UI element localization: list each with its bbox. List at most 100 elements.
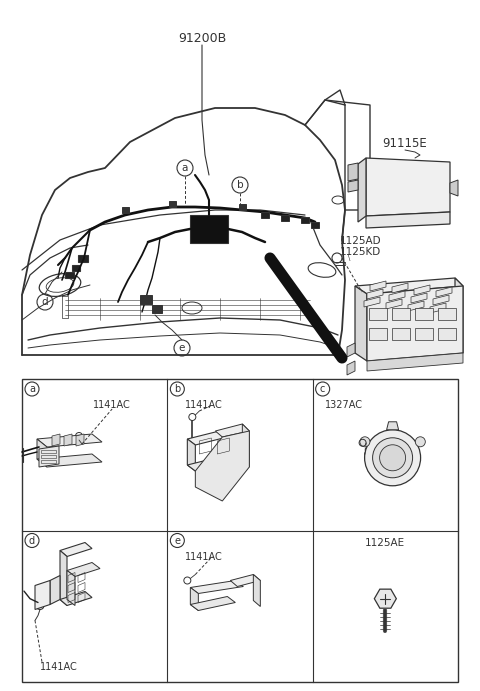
- Polygon shape: [386, 299, 402, 309]
- Bar: [301, 217, 309, 223]
- Text: a: a: [182, 163, 188, 173]
- Text: d: d: [29, 536, 35, 545]
- Polygon shape: [430, 303, 446, 313]
- Polygon shape: [355, 278, 463, 294]
- Polygon shape: [39, 446, 59, 467]
- Text: d: d: [42, 297, 48, 307]
- Bar: [140, 295, 152, 304]
- Bar: [438, 328, 456, 340]
- Polygon shape: [414, 285, 430, 295]
- Polygon shape: [367, 286, 463, 361]
- Polygon shape: [367, 289, 383, 299]
- Polygon shape: [355, 286, 367, 361]
- Polygon shape: [50, 576, 60, 605]
- Text: 91200B: 91200B: [178, 32, 226, 44]
- Bar: [415, 308, 433, 320]
- Polygon shape: [386, 422, 398, 430]
- Polygon shape: [60, 551, 67, 605]
- Bar: [438, 308, 456, 320]
- Bar: [190, 215, 228, 243]
- Polygon shape: [347, 343, 355, 357]
- Polygon shape: [347, 361, 355, 375]
- Text: c: c: [320, 384, 325, 394]
- Bar: [41, 455, 56, 458]
- Polygon shape: [364, 297, 380, 307]
- Text: e: e: [179, 343, 185, 353]
- Bar: [311, 222, 319, 228]
- Text: a: a: [29, 384, 35, 394]
- Polygon shape: [187, 439, 195, 471]
- Polygon shape: [60, 591, 92, 605]
- Bar: [41, 450, 56, 453]
- Polygon shape: [366, 212, 450, 228]
- Polygon shape: [370, 281, 386, 291]
- Bar: [122, 207, 129, 213]
- Polygon shape: [191, 580, 243, 594]
- Bar: [369, 328, 387, 340]
- Polygon shape: [230, 574, 260, 587]
- Bar: [415, 328, 433, 340]
- Polygon shape: [392, 283, 408, 293]
- Polygon shape: [187, 457, 228, 471]
- Polygon shape: [191, 587, 198, 611]
- Polygon shape: [191, 596, 235, 611]
- Polygon shape: [67, 562, 100, 576]
- Polygon shape: [348, 180, 358, 192]
- Circle shape: [380, 445, 406, 471]
- Polygon shape: [64, 434, 72, 446]
- Polygon shape: [195, 431, 249, 501]
- Polygon shape: [436, 287, 452, 297]
- Polygon shape: [367, 353, 463, 371]
- Bar: [392, 308, 410, 320]
- Text: 1141AC: 1141AC: [185, 400, 223, 410]
- Bar: [65, 272, 74, 278]
- Text: 1125KD: 1125KD: [340, 247, 381, 257]
- Polygon shape: [389, 291, 405, 301]
- Circle shape: [415, 437, 425, 447]
- Polygon shape: [455, 278, 463, 353]
- Polygon shape: [253, 574, 260, 607]
- Bar: [261, 212, 269, 218]
- Polygon shape: [358, 158, 366, 222]
- Text: 1141AC: 1141AC: [93, 400, 131, 410]
- Text: 1141AC: 1141AC: [40, 662, 78, 672]
- Circle shape: [372, 438, 413, 477]
- Bar: [169, 201, 176, 207]
- Text: 1125AD: 1125AD: [340, 236, 382, 246]
- Polygon shape: [37, 434, 102, 447]
- Text: \: \: [348, 255, 350, 261]
- Bar: [281, 215, 289, 221]
- Polygon shape: [348, 163, 358, 181]
- Polygon shape: [408, 301, 424, 311]
- Bar: [239, 204, 246, 210]
- Bar: [22, 379, 458, 682]
- Text: 91115E: 91115E: [383, 137, 427, 149]
- Polygon shape: [37, 454, 102, 467]
- Polygon shape: [450, 180, 458, 196]
- Polygon shape: [60, 542, 92, 556]
- Polygon shape: [411, 293, 427, 303]
- Bar: [369, 308, 387, 320]
- Bar: [72, 265, 80, 271]
- Text: b: b: [174, 384, 180, 394]
- Text: e: e: [174, 536, 180, 545]
- Text: 1327AC: 1327AC: [324, 400, 363, 410]
- Polygon shape: [67, 571, 75, 605]
- Circle shape: [365, 430, 420, 486]
- Text: 1141AC: 1141AC: [185, 551, 223, 562]
- Bar: [41, 460, 56, 463]
- Text: b: b: [237, 180, 243, 190]
- Polygon shape: [242, 424, 249, 467]
- Polygon shape: [187, 431, 228, 445]
- Polygon shape: [374, 589, 396, 608]
- Bar: [78, 255, 88, 262]
- Polygon shape: [76, 434, 84, 446]
- Bar: [152, 305, 162, 313]
- Polygon shape: [35, 580, 50, 609]
- Polygon shape: [52, 434, 60, 446]
- Polygon shape: [37, 439, 47, 467]
- Text: 1125AE: 1125AE: [365, 538, 406, 547]
- Polygon shape: [216, 424, 249, 437]
- Polygon shape: [433, 295, 449, 305]
- Polygon shape: [366, 158, 450, 216]
